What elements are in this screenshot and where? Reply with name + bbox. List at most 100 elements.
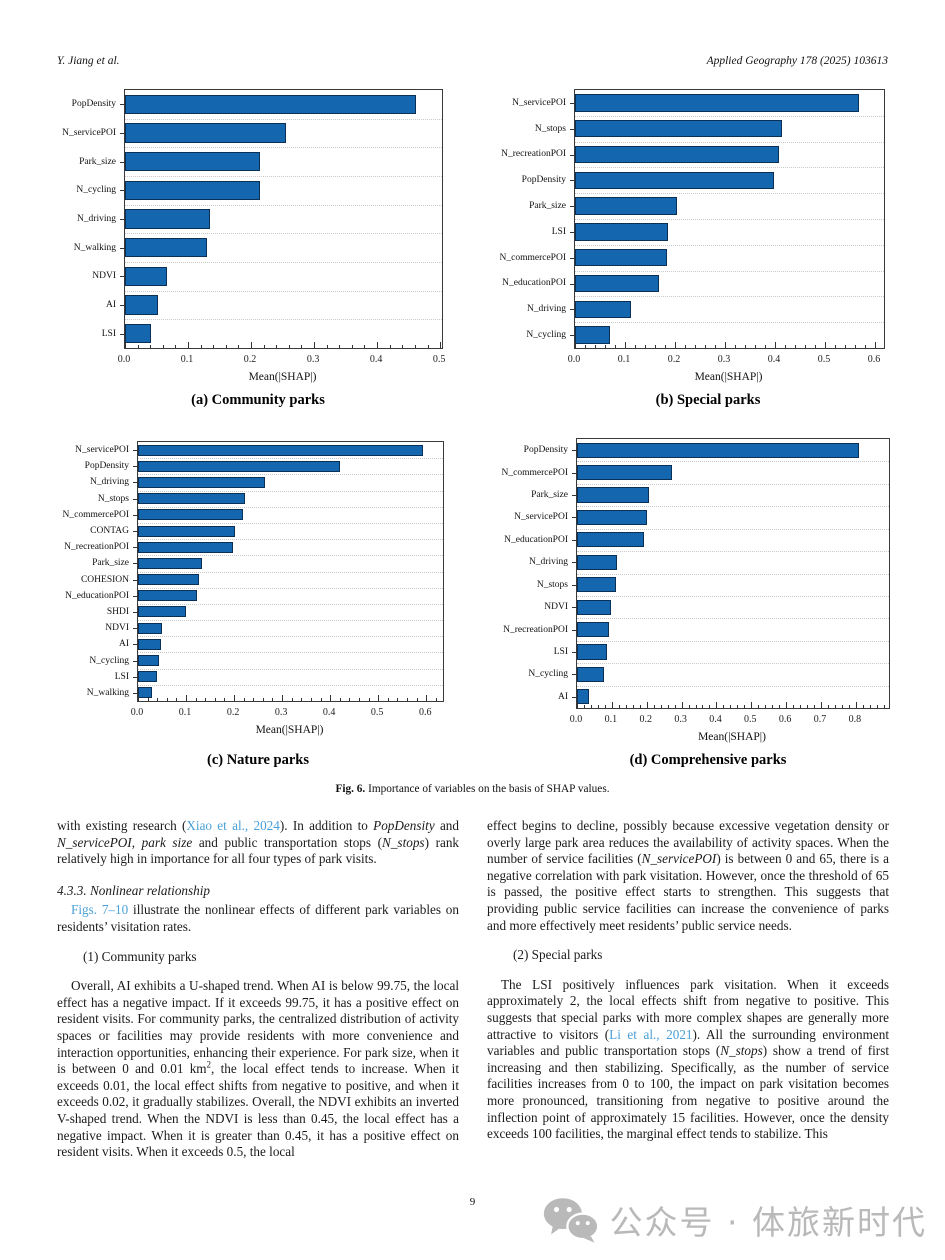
y-axis-tick	[120, 276, 125, 278]
x-axis-minor-tick	[865, 345, 866, 348]
row-gridline	[138, 620, 443, 622]
x-axis-major-tick	[725, 342, 726, 348]
x-axis-minor-tick	[326, 345, 328, 348]
citation-link[interactable]: Li et al., 2021	[609, 1026, 693, 1042]
row-gridline	[577, 483, 889, 485]
x-axis-tick-label: 0.0	[567, 354, 581, 365]
x-axis-minor-tick	[869, 705, 871, 708]
shap-bar	[575, 197, 677, 215]
x-axis-title: Mean(|SHAP|)	[255, 724, 324, 736]
row-gridline	[125, 204, 442, 206]
x-axis-minor-tick	[834, 705, 836, 708]
row-gridline	[575, 167, 884, 169]
y-axis-tick	[133, 595, 138, 597]
x-axis-tick-label: 0.1	[617, 354, 631, 365]
chart-special-parks: N_servicePOI N_stops N_recreationPOI PopDen…	[500, 89, 909, 419]
x-axis-tick-label: 0.5	[370, 707, 384, 718]
x-axis-minor-tick	[435, 698, 437, 701]
shap-bar	[138, 574, 199, 586]
row-gridline	[575, 115, 884, 117]
x-axis-major-tick	[825, 342, 826, 348]
paragraph: effect begins to decline, possibly becau…	[487, 818, 889, 934]
x-axis-minor-tick	[200, 345, 202, 348]
shap-bar	[575, 248, 667, 267]
y-category-label: N_commercePOI	[501, 467, 568, 478]
y-axis-tick	[133, 450, 138, 452]
y-category-label: N_servicePOI	[512, 97, 566, 108]
plot-area: PopDensity N_commercePOI Park_size N_servic…	[502, 438, 890, 709]
y-category-label: N_stops	[97, 493, 129, 504]
x-axis-minor-tick	[841, 705, 843, 708]
paragraph: Figs. 7–10 illustrate the nonlinear effe…	[57, 902, 459, 935]
x-axis-minor-tick	[195, 698, 197, 701]
plot-area: N_servicePOI N_stops N_recreationPOI PopDen…	[500, 89, 885, 349]
x-axis-major-tick	[821, 702, 823, 708]
x-axis-minor-tick	[214, 698, 216, 701]
x-axis-minor-tick	[368, 698, 370, 701]
text-run: and public transportation stops (	[192, 834, 383, 850]
y-axis-tick	[570, 309, 575, 311]
italic-term: N_servicePOI	[641, 851, 717, 867]
x-axis-tick-label: 0.6	[418, 707, 432, 718]
y-axis-tick	[570, 283, 575, 285]
x-axis-major-tick	[330, 695, 332, 701]
y-category-label: N_walking	[73, 242, 116, 253]
row-gridline	[577, 461, 889, 463]
y-axis-tick	[120, 133, 125, 134]
x-axis-tick-label: 0.1	[604, 714, 618, 725]
x-axis-tick-label: 0.1	[178, 707, 192, 718]
x-axis-minor-tick	[625, 705, 627, 708]
shap-bar	[577, 442, 860, 458]
citation-link[interactable]: Figs. 7–10	[71, 902, 129, 918]
text-run: ,	[131, 834, 142, 850]
y-axis-tick	[133, 482, 138, 484]
x-axis-tick-label: 0.4	[369, 354, 383, 365]
y-category-label: N_educationPOI	[502, 278, 566, 289]
shap-bar	[125, 94, 417, 115]
x-axis-minor-tick	[845, 345, 846, 348]
chart-community-parks: PopDensity N_servicePOI Park_size N_cycling…	[57, 89, 459, 419]
row-gridline	[575, 322, 884, 324]
header-journal: Applied Geography 178 (2025) 103613	[706, 55, 888, 67]
row-gridline	[138, 684, 443, 686]
y-category-label: N_recreationPOI	[64, 542, 129, 553]
y-category-label: COHESION	[80, 574, 129, 585]
row-gridline	[575, 141, 884, 143]
text-run: 4.3.3. Nonlinear relationship	[57, 882, 211, 898]
x-axis-tick-label: 0.0	[569, 714, 583, 725]
y-axis-tick	[120, 190, 125, 192]
x-axis-minor-tick	[655, 345, 656, 348]
row-gridline	[125, 319, 442, 321]
x-axis-tick-label: 0.2	[667, 354, 681, 365]
citation-link[interactable]: Xiao et al., 2024	[186, 818, 280, 833]
y-category-label: NDVI	[92, 271, 116, 282]
text-run: ) is between 0 and 65, there is a negati…	[487, 851, 890, 933]
body-column-right: effect begins to decline, possibly becau…	[487, 818, 889, 1143]
x-axis-minor-tick	[715, 345, 716, 348]
x-axis-minor-tick	[793, 705, 795, 708]
y-axis-tick	[572, 674, 577, 676]
subfigure-caption: (b) Special parks	[655, 392, 761, 408]
y-axis-tick	[133, 531, 138, 533]
y-category-label: N_commercePOI	[499, 252, 566, 263]
x-axis-minor-tick	[848, 705, 850, 708]
x-axis-minor-tick	[339, 698, 341, 701]
x-axis-minor-tick	[805, 345, 806, 348]
list-item: (2) Special parks	[487, 947, 889, 964]
y-category-label: AI	[118, 639, 129, 650]
y-category-label: N_recreationPOI	[501, 149, 566, 160]
x-axis-minor-tick	[175, 345, 177, 348]
x-axis-minor-tick	[387, 698, 389, 701]
x-axis-minor-tick	[595, 345, 596, 348]
y-axis-tick	[570, 231, 575, 233]
x-axis-tick-label: 0.0	[130, 707, 144, 718]
x-axis-tick-label: 0.1	[180, 354, 194, 365]
row-gridline	[577, 506, 889, 508]
text-run: ) show a trend of first increasing and t…	[487, 1043, 889, 1142]
y-axis-tick	[133, 563, 138, 565]
x-axis-tick-label: 0.3	[674, 714, 687, 725]
y-category-label: N_recreationPOI	[503, 624, 568, 635]
italic-term: N_stops	[720, 1043, 763, 1059]
y-category-label: N_driving	[89, 477, 129, 488]
y-axis-tick	[133, 547, 138, 549]
